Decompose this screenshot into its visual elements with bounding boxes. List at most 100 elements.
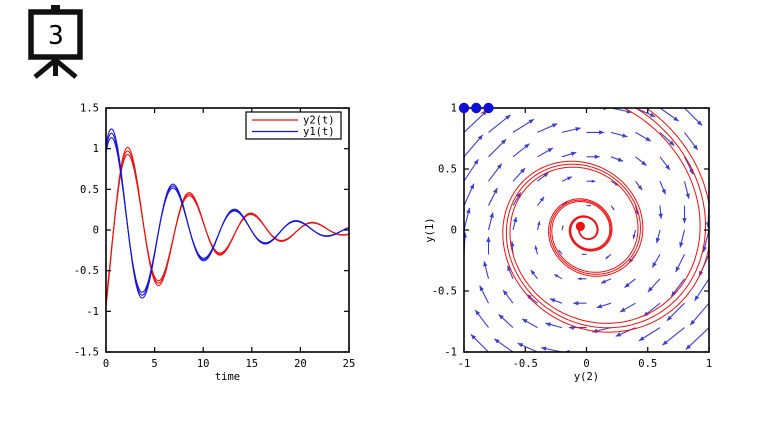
quiver-arrowhead	[533, 95, 538, 99]
quiver-arrowhead	[690, 319, 696, 326]
x-tick-label: 15	[245, 358, 258, 370]
quiver-arrow	[708, 132, 709, 134]
quiver-arrowhead	[709, 198, 713, 203]
x-tick-label: 10	[197, 358, 210, 370]
trajectory-spiral-strand	[476, 108, 706, 329]
quiver-arrowhead	[447, 330, 452, 335]
quiver-arrowhead	[489, 212, 494, 218]
quiver-arrowhead	[498, 314, 504, 320]
quiver-arrowhead	[570, 151, 577, 157]
quiver-arrowhead	[682, 218, 687, 224]
quiver-arrow	[633, 351, 636, 352]
quiver-arrowhead	[541, 346, 547, 351]
right-plot: -1 -0.5 0 0.5 1 1 0.5 0 -0.5 -1 y(2) y(1)	[424, 86, 726, 384]
quiver-arrowhead	[537, 221, 541, 226]
quiver-arrowhead	[575, 126, 581, 132]
x-tick-label: -0.5	[513, 358, 538, 370]
y-tick-label: 0.5	[80, 184, 99, 196]
y-axis-label: y(1)	[424, 217, 436, 242]
quiver-arrowhead	[605, 255, 609, 259]
quiver-arrowhead	[512, 216, 518, 223]
quiver-arrowhead	[721, 125, 726, 130]
quiver-arrowhead	[661, 188, 666, 195]
quiver-arrowhead	[713, 173, 717, 178]
quiver-arrowhead	[520, 168, 526, 174]
quiver-arrowhead	[477, 134, 483, 141]
quiver-arrowhead	[639, 336, 645, 341]
quiver-arrow	[537, 108, 540, 109]
quiver-arrowhead	[547, 148, 553, 153]
quiver-arrowhead	[500, 139, 507, 145]
quiver-arrowhead	[483, 261, 488, 267]
quiver-arrowhead	[558, 250, 561, 253]
quiver-arrowhead	[573, 300, 579, 306]
quiver-arrowhead	[692, 144, 698, 150]
quiver-arrowhead	[675, 266, 680, 272]
quiver-arrow	[683, 351, 685, 352]
board-tripod-legs	[33, 57, 78, 79]
quiver-arrow	[708, 156, 709, 159]
quiver-arrowhead	[662, 340, 668, 346]
x-axis-label: time	[215, 371, 240, 383]
quiver-arrowhead	[658, 365, 663, 370]
quiver-arrowhead	[528, 119, 534, 124]
quiver-arrowhead	[652, 262, 657, 268]
quiver-arrowhead	[545, 322, 551, 327]
x-tick-label: 25	[343, 358, 356, 370]
quiver-arrowhead	[452, 306, 456, 311]
quiver-arrowhead	[612, 207, 615, 210]
quiver-arrowhead	[658, 213, 663, 219]
quiver-arrowhead	[645, 136, 651, 142]
x-axis-label: y(2)	[574, 371, 599, 383]
quiver-arrowhead	[666, 315, 673, 321]
quiver-arrowhead	[505, 114, 511, 120]
series-y2t-strand	[106, 146, 349, 307]
quiver-arrowhead	[580, 102, 585, 106]
quiver-arrowhead	[694, 295, 700, 301]
quiver-arrowhead	[601, 279, 606, 284]
quiver-arrowhead	[567, 176, 572, 181]
y-tick-label: 1	[451, 103, 457, 115]
quiver-arrowhead	[685, 344, 692, 350]
y-tick-label: 1	[93, 143, 99, 155]
quiver-arrowhead	[534, 245, 538, 250]
quiver-arrowhead	[510, 90, 515, 95]
quiver-arrowhead	[696, 120, 703, 126]
quiver-arrowhead	[568, 325, 574, 330]
x-tick-label: 5	[151, 358, 157, 370]
quiver-arrowhead	[681, 369, 686, 374]
quiver-arrowhead	[617, 157, 624, 162]
quiver-arrowhead	[493, 188, 498, 194]
presentation-board-icon: 3	[28, 5, 83, 79]
quiver-arrowhead	[679, 242, 684, 248]
quiver-arrowhead	[655, 237, 661, 244]
quiver-arrowhead	[620, 307, 626, 312]
quiver-arrowhead	[561, 225, 564, 228]
y-tick-label: 1.5	[80, 103, 99, 115]
quiver-arrowhead	[549, 298, 556, 303]
quiver-arrowhead	[551, 123, 558, 128]
quiver-arrowhead	[582, 253, 584, 256]
quiver-arrowhead	[479, 285, 484, 292]
series-y2t-strand	[106, 154, 349, 300]
quiver-arrow	[464, 110, 488, 133]
quiver-arrowhead	[671, 291, 677, 297]
quiver-arrow	[464, 326, 465, 328]
quiver-arrowhead	[496, 163, 502, 169]
quiver-arrowhead	[486, 236, 491, 242]
quiver-arrowhead	[647, 286, 653, 292]
y-tick-label: 0	[93, 225, 99, 237]
quiver-arrowhead	[641, 160, 647, 166]
series-y2t-strand	[106, 150, 349, 304]
trajectory-spiral-strand	[502, 108, 709, 333]
quiver-arrowhead	[466, 208, 471, 214]
quiver-arrowhead	[473, 159, 479, 165]
quiver-arrow	[513, 108, 515, 109]
quiver-arrowhead	[530, 270, 536, 275]
x-tick-label: 20	[294, 358, 307, 370]
y-tick-label: 0	[451, 225, 457, 237]
quiver-arrowhead	[486, 86, 491, 91]
x-tick-label: -1	[458, 358, 471, 370]
y-tick-label: 0.5	[438, 164, 457, 176]
